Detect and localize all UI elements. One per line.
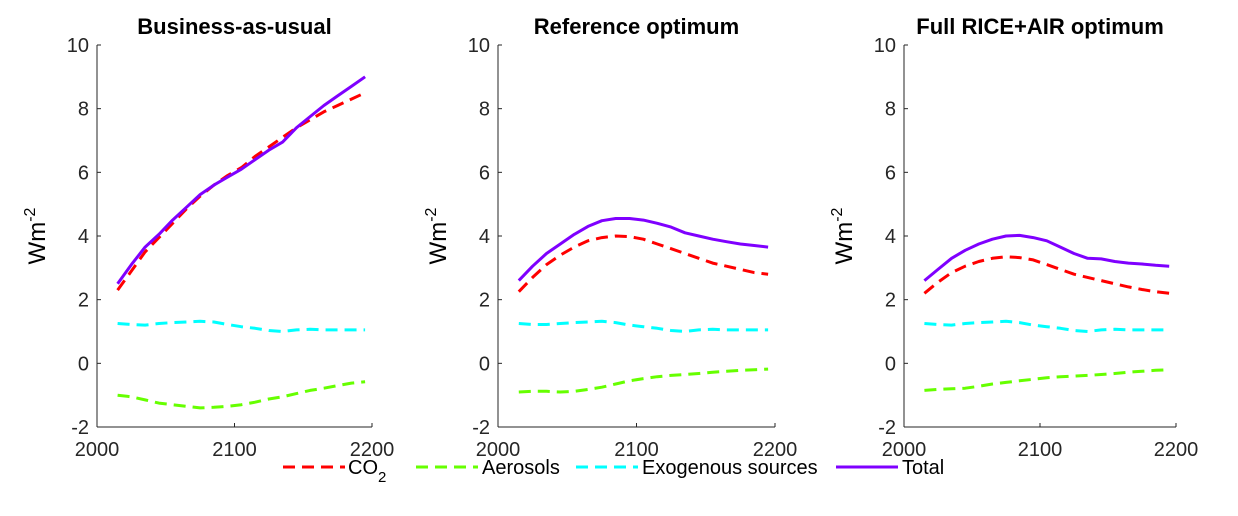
series-line-total: [923, 233, 1170, 282]
series-line-co2: [923, 255, 1170, 295]
x-tick-label: 2100: [614, 439, 659, 461]
series-line-total: [517, 217, 769, 282]
y-tick-label: 10: [468, 35, 490, 57]
x-tick-label: 2000: [476, 439, 521, 461]
y-tick-label: 6: [479, 162, 490, 184]
y-tick-label: 2: [479, 290, 490, 312]
y-tick-label: 6: [885, 162, 896, 184]
y-tick-label: 8: [479, 99, 490, 121]
x-tick-label: 2200: [753, 439, 798, 461]
chart-title: Reference optimum: [534, 14, 739, 39]
y-tick-label: 10: [874, 35, 896, 57]
x-tick-label: 2000: [882, 439, 927, 461]
legend: CO2 Aerosols Exogenous sources Total: [283, 457, 944, 486]
y-tick-label: 4: [78, 226, 89, 248]
y-tick-label: 2: [78, 290, 89, 312]
y-tick-label: 0: [78, 353, 89, 375]
series-line-aerosols: [518, 367, 769, 394]
x-tick-label: 2100: [212, 439, 257, 461]
y-axis-label: Wm-2: [423, 207, 452, 264]
series-line-exogenous-sources: [924, 319, 1170, 333]
series-line-total: [116, 75, 366, 285]
y-tick-label: 0: [479, 353, 490, 375]
x-tick-label: 2200: [350, 439, 395, 461]
y-axis-label: Wm-2: [829, 207, 858, 264]
series-line-co2: [517, 234, 769, 293]
y-tick-label: 4: [885, 226, 896, 248]
x-tick-label: 2100: [1018, 439, 1063, 461]
y-tick-label: 8: [78, 99, 89, 121]
series-line-aerosols: [924, 368, 1170, 392]
chart-panel-3: Full RICE+AIR optimum -2 0 2 4 6 8 10 2000 2100 22…: [829, 14, 1198, 461]
chart-panel-1: Business-as-usual -2 0 2 4 6 8 10 2000 2100 2200 Wm…: [22, 14, 394, 461]
legend-exogenous-label: Exogenous sources: [642, 457, 818, 479]
legend-total-label: Total: [902, 457, 944, 479]
legend-aerosols-label: Aerosols: [482, 457, 560, 479]
y-axis-label: Wm-2: [22, 207, 51, 264]
chart-panel-2: Reference optimum -2 0 2 4 6 8 10 2000 2100 2200 Wm…: [423, 14, 797, 461]
y-tick-label: 10: [67, 35, 89, 57]
y-tick-label: 2: [885, 290, 896, 312]
y-tick-label: -2: [472, 417, 490, 439]
y-tick-label: -2: [878, 417, 896, 439]
chart-title: Business-as-usual: [137, 14, 331, 39]
y-tick-label: 4: [479, 226, 490, 248]
x-tick-label: 2200: [1154, 439, 1199, 461]
series-line-exogenous-sources: [117, 319, 366, 333]
x-tick-label: 2000: [75, 439, 120, 461]
chart-title: Full RICE+AIR optimum: [916, 14, 1164, 39]
y-tick-label: 8: [885, 99, 896, 121]
legend-co2-label: CO2: [348, 457, 386, 486]
series-line-exogenous-sources: [518, 319, 769, 333]
y-tick-label: -2: [71, 417, 89, 439]
y-tick-label: 6: [78, 162, 89, 184]
series-line-aerosols: [117, 380, 366, 410]
y-tick-label: 0: [885, 353, 896, 375]
